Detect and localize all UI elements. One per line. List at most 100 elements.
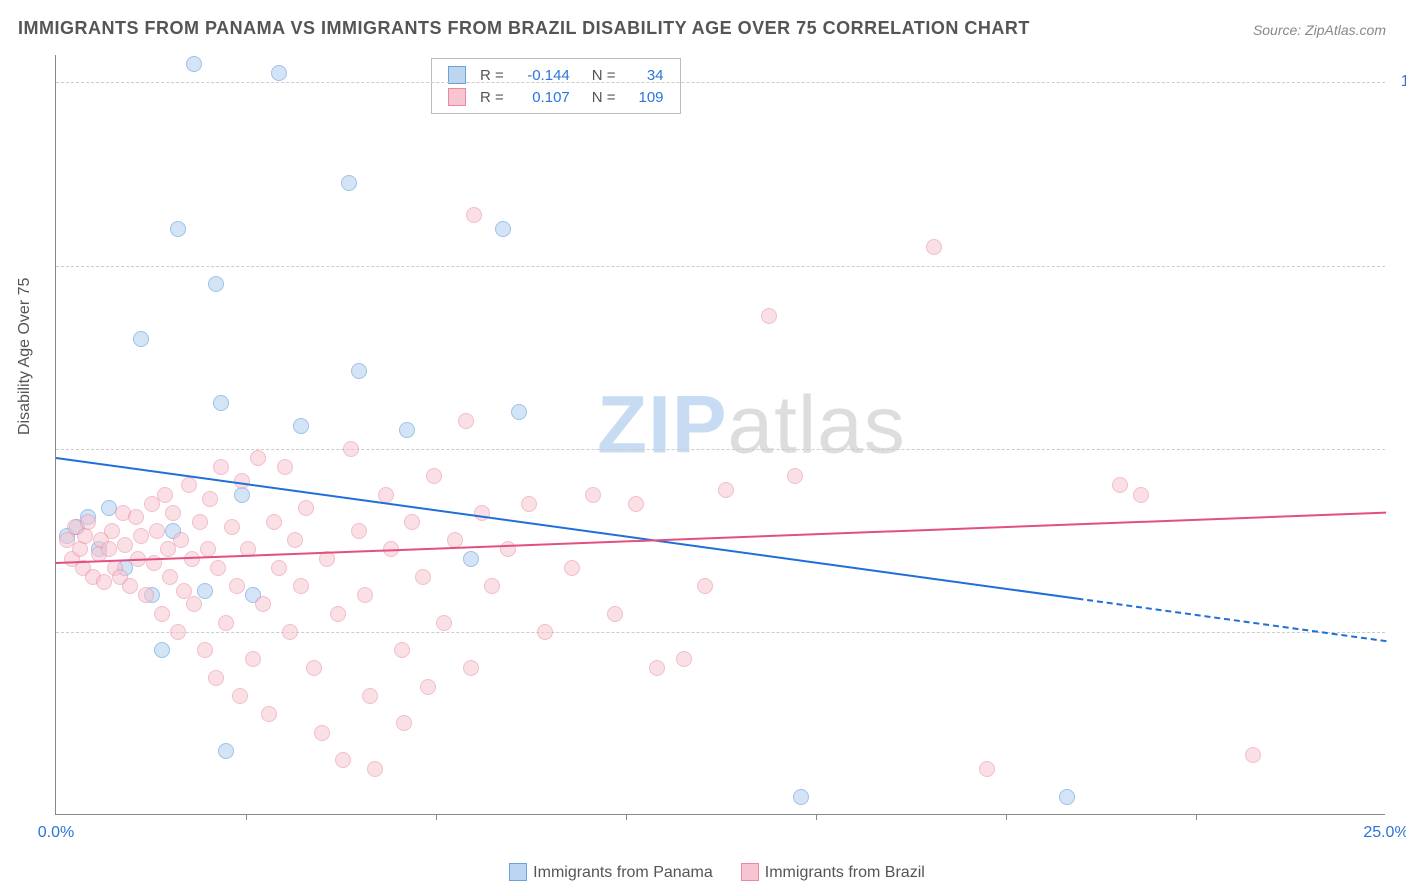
data-point-panama: [133, 331, 149, 347]
watermark: ZIPatlas: [597, 378, 906, 472]
x-tick-mark: [246, 814, 247, 820]
legend-swatch-brazil: [741, 863, 759, 881]
data-point-brazil: [979, 761, 995, 777]
data-point-brazil: [282, 624, 298, 640]
data-point-brazil: [101, 541, 117, 557]
y-axis-label: Disability Age Over 75: [16, 278, 34, 435]
legend-swatch-panama: [509, 863, 527, 881]
chart-title: IMMIGRANTS FROM PANAMA VS IMMIGRANTS FRO…: [18, 18, 1030, 39]
data-point-brazil: [396, 715, 412, 731]
data-point-brazil: [165, 505, 181, 521]
data-point-brazil: [293, 578, 309, 594]
data-point-brazil: [122, 578, 138, 594]
data-point-brazil: [176, 583, 192, 599]
watermark-zip: ZIP: [597, 379, 728, 470]
source-name: ZipAtlas.com: [1305, 22, 1386, 38]
data-point-panama: [463, 551, 479, 567]
gridline-h: [56, 266, 1385, 267]
gridline-h: [56, 632, 1385, 633]
data-point-panama: [793, 789, 809, 805]
data-point-brazil: [1245, 747, 1261, 763]
data-point-panama: [186, 56, 202, 72]
data-point-panama: [218, 743, 234, 759]
data-point-brazil: [351, 523, 367, 539]
data-point-brazil: [266, 514, 282, 530]
data-point-brazil: [234, 473, 250, 489]
data-point-brazil: [104, 523, 120, 539]
data-point-brazil: [926, 239, 942, 255]
data-point-panama: [208, 276, 224, 292]
data-point-brazil: [138, 587, 154, 603]
data-point-brazil: [394, 642, 410, 658]
data-point-brazil: [343, 441, 359, 457]
data-point-brazil: [261, 706, 277, 722]
data-point-brazil: [162, 569, 178, 585]
data-point-panama: [341, 175, 357, 191]
source-credit: Source: ZipAtlas.com: [1253, 22, 1386, 38]
data-point-brazil: [697, 578, 713, 594]
data-point-brazil: [218, 615, 234, 631]
data-point-brazil: [245, 651, 261, 667]
data-point-brazil: [72, 541, 88, 557]
data-point-brazil: [607, 606, 623, 622]
series-legend: Immigrants from PanamaImmigrants from Br…: [0, 864, 1406, 882]
data-point-panama: [1059, 789, 1075, 805]
data-point-brazil: [761, 308, 777, 324]
legend-n-value: 109: [624, 87, 670, 107]
x-tick-mark: [1196, 814, 1197, 820]
data-point-panama: [154, 642, 170, 658]
data-point-brazil: [271, 560, 287, 576]
data-point-brazil: [718, 482, 734, 498]
data-point-brazil: [628, 496, 644, 512]
data-point-brazil: [224, 519, 240, 535]
data-point-panama: [234, 487, 250, 503]
data-point-brazil: [463, 660, 479, 676]
gridline-h: [56, 82, 1385, 83]
data-point-brazil: [232, 688, 248, 704]
data-point-panama: [511, 404, 527, 420]
data-point-brazil: [585, 487, 601, 503]
data-point-brazil: [117, 537, 133, 553]
legend-swatch-brazil: [448, 88, 466, 106]
scatter-plot-area: ZIPatlas R =-0.144N =34R =0.107N =109 40…: [55, 55, 1385, 815]
data-point-brazil: [128, 509, 144, 525]
data-point-brazil: [192, 514, 208, 530]
data-point-brazil: [521, 496, 537, 512]
legend-n-label: N =: [578, 87, 622, 107]
x-tick-mark: [816, 814, 817, 820]
data-point-brazil: [170, 624, 186, 640]
data-point-brazil: [287, 532, 303, 548]
data-point-brazil: [676, 651, 692, 667]
data-point-brazil: [213, 459, 229, 475]
data-point-brazil: [255, 596, 271, 612]
data-point-brazil: [335, 752, 351, 768]
watermark-atlas: atlas: [728, 379, 906, 470]
data-point-brazil: [458, 413, 474, 429]
data-point-panama: [271, 65, 287, 81]
data-point-brazil: [173, 532, 189, 548]
data-point-brazil: [415, 569, 431, 585]
y-tick-label: 60.0%: [1395, 440, 1406, 458]
data-point-brazil: [787, 468, 803, 484]
data-point-panama: [495, 221, 511, 237]
data-point-brazil: [197, 642, 213, 658]
data-point-brazil: [250, 450, 266, 466]
data-point-brazil: [181, 477, 197, 493]
data-point-brazil: [436, 615, 452, 631]
legend-label-brazil: Immigrants from Brazil: [765, 864, 925, 881]
y-tick-label: 100.0%: [1395, 73, 1406, 91]
data-point-brazil: [298, 500, 314, 516]
data-point-brazil: [154, 606, 170, 622]
data-point-brazil: [149, 523, 165, 539]
data-point-panama: [399, 422, 415, 438]
x-tick-label: 25.0%: [1363, 824, 1406, 842]
legend-r-value: 0.107: [512, 87, 576, 107]
source-prefix: Source:: [1253, 22, 1305, 38]
data-point-panama: [293, 418, 309, 434]
data-point-brazil: [314, 725, 330, 741]
data-point-panama: [351, 363, 367, 379]
data-point-brazil: [77, 528, 93, 544]
trend-line-brazil: [56, 513, 1386, 563]
data-point-brazil: [484, 578, 500, 594]
data-point-brazil: [202, 491, 218, 507]
